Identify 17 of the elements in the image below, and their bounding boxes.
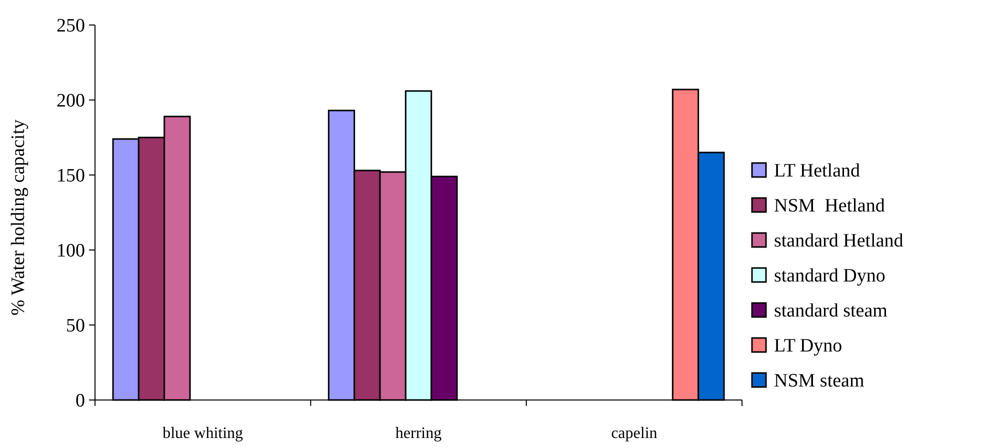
y-tick-label: 250 bbox=[56, 16, 85, 37]
x-tick-label: herring bbox=[395, 425, 442, 442]
legend-label: NSM Hetland bbox=[774, 196, 886, 217]
legend-label: LT Hetland bbox=[774, 160, 861, 182]
y-tick-label: 200 bbox=[56, 90, 85, 112]
legend-label: standard steam bbox=[774, 300, 888, 322]
legend-label: standard Hetland bbox=[774, 230, 904, 252]
x-tick-label: capelin bbox=[611, 425, 658, 442]
y-tick-label: 0 bbox=[76, 390, 85, 412]
y-axis-title: % Water holding capacity bbox=[8, 119, 29, 316]
legend-label: LT Dyno bbox=[774, 336, 842, 357]
legend-label: NSM steam bbox=[774, 370, 864, 392]
x-tick-label: blue whiting bbox=[162, 425, 244, 442]
y-tick-label: 100 bbox=[56, 240, 85, 262]
y-tick-label: 50 bbox=[66, 316, 85, 337]
y-tick-label: 150 bbox=[56, 166, 85, 187]
legend-label: standard Dyno bbox=[774, 266, 886, 287]
